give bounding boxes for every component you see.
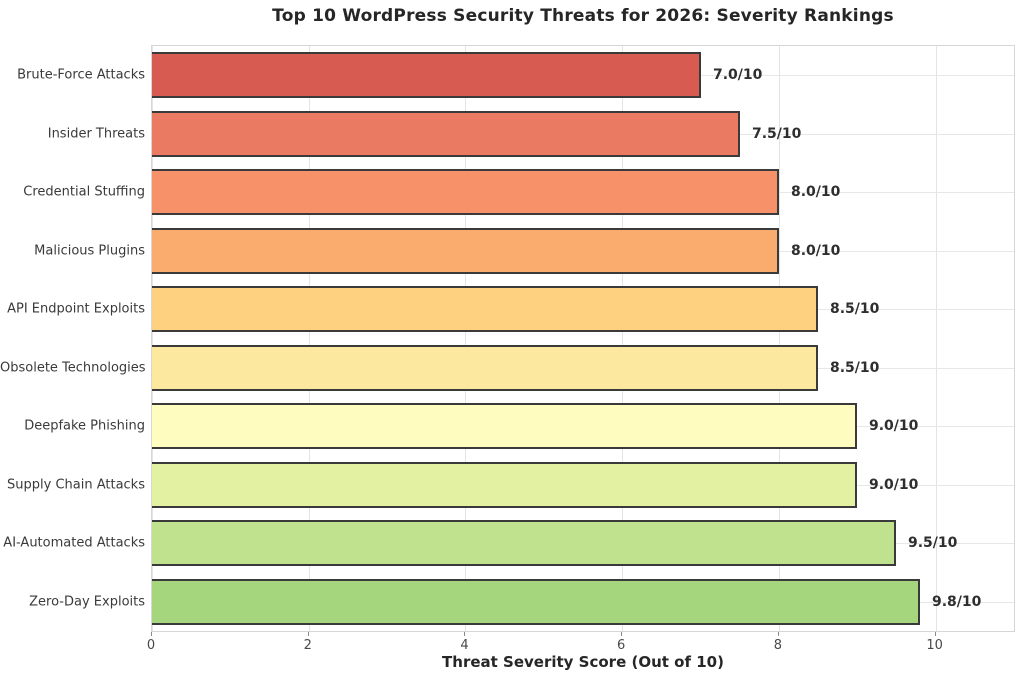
gridline-vertical bbox=[935, 46, 937, 631]
bar bbox=[152, 52, 701, 98]
y-axis-label: API Endpoint Exploits bbox=[7, 301, 145, 317]
x-tick-label: 10 bbox=[926, 638, 943, 653]
x-tick-label: 6 bbox=[617, 638, 626, 653]
bar bbox=[152, 462, 857, 508]
y-axis-label: Malicious Plugins bbox=[34, 243, 145, 259]
x-tick-label: 8 bbox=[773, 638, 783, 653]
bar bbox=[152, 228, 779, 274]
gridline-vertical bbox=[778, 46, 780, 631]
bar bbox=[152, 111, 740, 157]
y-axis-label: Obsolete Technologies bbox=[0, 360, 146, 376]
x-tick-mark bbox=[621, 632, 623, 636]
bar bbox=[152, 403, 857, 449]
x-axis-title: Threat Severity Score (Out of 10) bbox=[442, 653, 724, 671]
x-tick-mark bbox=[151, 632, 152, 636]
x-tick-label: 2 bbox=[303, 638, 312, 653]
gridline-vertical bbox=[152, 46, 153, 631]
bar-value-label: 7.5/10 bbox=[752, 126, 802, 142]
x-tick-label: 4 bbox=[460, 638, 469, 653]
bar bbox=[152, 286, 818, 332]
y-axis-label: Supply Chain Attacks bbox=[7, 477, 145, 493]
bar-value-label: 8.0/10 bbox=[791, 184, 841, 200]
gridline-vertical bbox=[622, 46, 624, 631]
bar-value-label: 9.5/10 bbox=[908, 535, 958, 551]
bar-value-label: 7.0/10 bbox=[713, 67, 763, 83]
x-tick-mark bbox=[464, 632, 466, 636]
y-axis-label: AI-Automated Attacks bbox=[3, 535, 145, 551]
y-axis-label: Zero-Day Exploits bbox=[29, 594, 145, 610]
x-tick-mark bbox=[777, 632, 779, 636]
bar-value-label: 8.5/10 bbox=[830, 360, 880, 376]
x-tick-mark bbox=[307, 632, 309, 636]
bar bbox=[152, 345, 818, 391]
bar bbox=[152, 579, 920, 625]
gridline-vertical bbox=[308, 46, 310, 631]
y-axis-label: Brute-Force Attacks bbox=[17, 67, 145, 83]
bar bbox=[152, 520, 896, 566]
x-tick-label: 0 bbox=[146, 638, 156, 653]
x-tick-mark bbox=[934, 632, 936, 636]
bar-value-label: 8.0/10 bbox=[791, 243, 841, 259]
y-axis-label: Insider Threats bbox=[47, 126, 145, 142]
y-axis: Brute-Force Attacks Insider Threats Creden… bbox=[0, 45, 146, 632]
chart-title: Top 10 WordPress Security Threats for 20… bbox=[272, 6, 894, 26]
y-axis-label: Deepfake Phishing bbox=[24, 418, 145, 434]
bar-value-label: 8.5/10 bbox=[830, 301, 880, 317]
bar bbox=[152, 169, 779, 215]
plot-area: 7.0/10 7.5/10 8.0/10 8.0/10 8.5/10 8.5/10 9.0/… bbox=[151, 45, 1015, 632]
bar-value-label: 9.8/10 bbox=[932, 594, 982, 610]
gridline-vertical bbox=[465, 46, 467, 631]
y-axis-label: Credential Stuffing bbox=[23, 184, 145, 200]
bar-value-label: 9.0/10 bbox=[869, 418, 919, 434]
bar-value-label: 9.0/10 bbox=[869, 477, 919, 493]
